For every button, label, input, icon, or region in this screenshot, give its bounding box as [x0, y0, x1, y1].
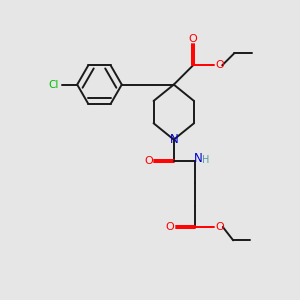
Text: H: H	[202, 154, 209, 164]
Text: Cl: Cl	[49, 80, 59, 90]
Text: O: O	[215, 222, 224, 232]
Text: N: N	[194, 152, 202, 164]
Text: O: O	[215, 60, 224, 70]
Text: O: O	[166, 222, 174, 232]
Text: N: N	[169, 133, 178, 146]
Text: O: O	[189, 34, 197, 44]
Text: O: O	[144, 156, 153, 166]
